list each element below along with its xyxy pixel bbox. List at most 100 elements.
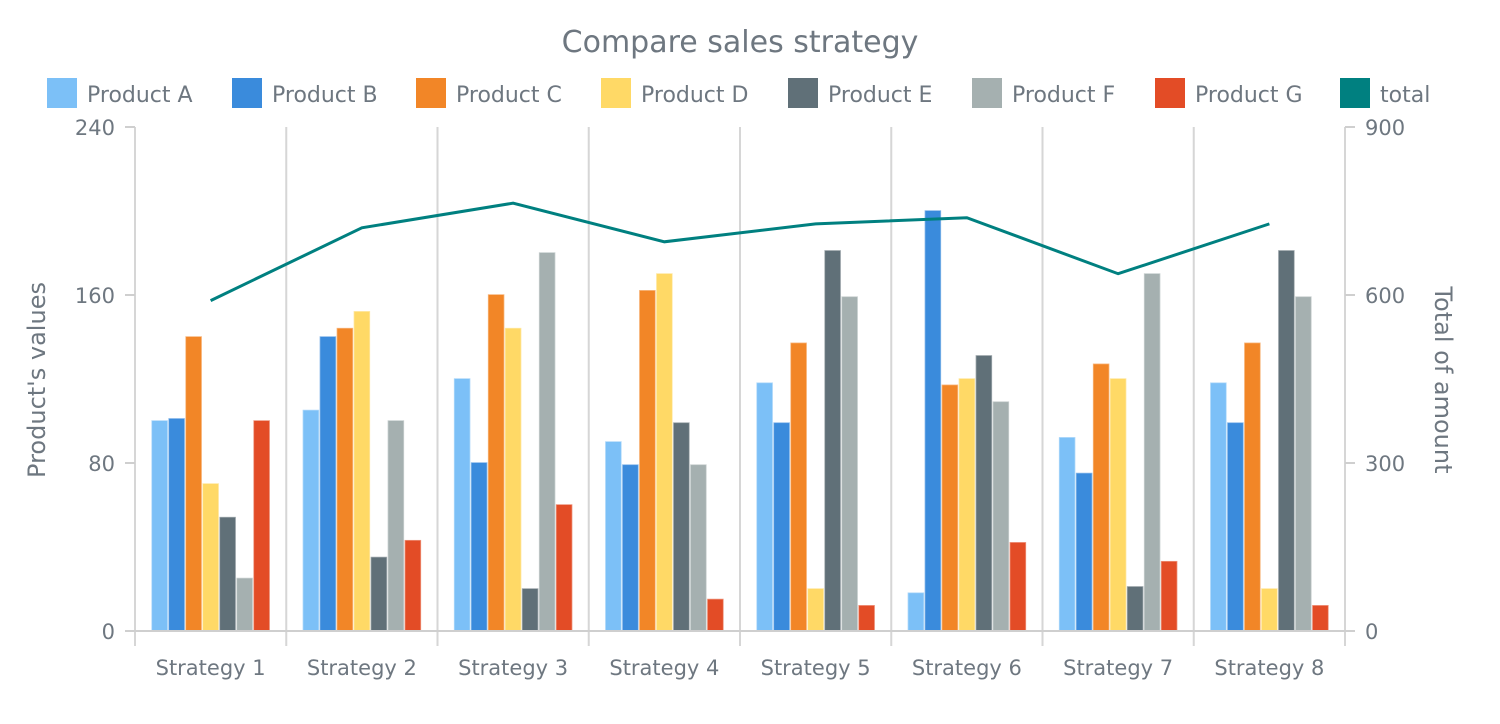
x-tick-label: Strategy 3 (458, 656, 568, 680)
legend-swatch (601, 78, 631, 108)
bar-product-e[interactable] (1128, 587, 1143, 631)
bar-product-a[interactable] (606, 442, 621, 631)
bar-product-c[interactable] (1094, 364, 1109, 631)
legend-label: Product A (87, 83, 193, 108)
bar-product-a[interactable] (1060, 438, 1075, 631)
legend-item[interactable]: Product B (232, 78, 378, 108)
legend-swatch (788, 78, 818, 108)
bar-product-c[interactable] (337, 329, 352, 631)
bar-product-f[interactable] (388, 421, 403, 631)
bar-product-b[interactable] (169, 419, 184, 631)
legend: Product A Product B Product C Product D Prod… (47, 78, 1430, 108)
bar-product-a[interactable] (1211, 383, 1226, 631)
bar-product-a[interactable] (303, 411, 318, 632)
bar-product-a[interactable] (908, 593, 923, 631)
legend-swatch (232, 78, 262, 108)
bar-product-b[interactable] (1228, 423, 1243, 631)
bar-product-e[interactable] (674, 423, 689, 631)
bar-product-g[interactable] (1162, 562, 1177, 631)
bar-product-c[interactable] (1245, 343, 1260, 631)
y2-tick-label: 0 (1365, 620, 1378, 644)
legend-swatch (1340, 78, 1370, 108)
legend-swatch (416, 78, 446, 108)
x-tick-label: Strategy 7 (1063, 656, 1173, 680)
y-tick-label: 80 (88, 452, 115, 476)
y2-tick-label: 300 (1365, 452, 1405, 476)
bar-product-d[interactable] (808, 589, 823, 631)
x-tick-label: Strategy 6 (912, 656, 1022, 680)
bar-product-a[interactable] (455, 379, 470, 631)
legend-swatch (972, 78, 1002, 108)
bar-product-g[interactable] (1010, 543, 1025, 631)
y-tick-label: 160 (75, 284, 115, 308)
bar-product-b[interactable] (1077, 474, 1092, 632)
legend-swatch (47, 78, 77, 108)
legend-item[interactable]: total (1340, 78, 1430, 108)
bar-product-f[interactable] (691, 465, 706, 631)
x-tick-label: Strategy 8 (1214, 656, 1324, 680)
legend-item[interactable]: Product F (972, 78, 1115, 108)
bar-product-c[interactable] (186, 337, 201, 631)
bar-product-f[interactable] (540, 253, 555, 631)
y-tick-label: 0 (102, 620, 115, 644)
bar-product-f[interactable] (842, 297, 857, 631)
bar-product-c[interactable] (942, 385, 957, 631)
bar-product-a[interactable] (757, 383, 772, 631)
bar-product-g[interactable] (708, 600, 723, 632)
bar-product-b[interactable] (774, 423, 789, 631)
chart-title: Compare sales strategy (562, 25, 919, 60)
bar-product-c[interactable] (791, 343, 806, 631)
bar-product-b[interactable] (925, 211, 940, 631)
bar-product-b[interactable] (320, 337, 335, 631)
legend-label: Product C (456, 83, 562, 108)
bar-product-d[interactable] (506, 329, 521, 631)
bar-product-d[interactable] (354, 312, 369, 631)
bar-product-e[interactable] (1279, 251, 1294, 631)
bar-product-f[interactable] (993, 402, 1008, 631)
legend-item[interactable]: Product E (788, 78, 932, 108)
bar-product-d[interactable] (203, 484, 218, 631)
legend-item[interactable]: Product G (1155, 78, 1303, 108)
bar-product-g[interactable] (254, 421, 269, 631)
y2-tick-label: 600 (1365, 284, 1405, 308)
legend-label: total (1380, 83, 1430, 108)
bar-product-d[interactable] (657, 274, 672, 631)
y2-tick-label: 900 (1365, 116, 1405, 140)
bar-product-e[interactable] (371, 558, 386, 632)
legend-label: Product F (1012, 83, 1115, 108)
bar-product-b[interactable] (472, 463, 487, 631)
legend-swatch (1155, 78, 1185, 108)
bar-product-e[interactable] (825, 251, 840, 631)
bar-product-g[interactable] (859, 606, 874, 631)
legend-label: Product D (641, 83, 748, 108)
bar-product-e[interactable] (976, 356, 991, 631)
legend-item[interactable]: Product C (416, 78, 562, 108)
bar-product-g[interactable] (1313, 606, 1328, 631)
legend-item[interactable]: Product D (601, 78, 748, 108)
legend-label: Product E (828, 83, 932, 108)
bar-product-f[interactable] (237, 579, 252, 632)
bar-product-f[interactable] (1296, 297, 1311, 631)
y-axis-label: Product's values (23, 282, 51, 478)
bar-product-e[interactable] (523, 589, 538, 631)
x-tick-label: Strategy 1 (156, 656, 266, 680)
bar-product-g[interactable] (557, 505, 572, 631)
bar-product-a[interactable] (152, 421, 167, 631)
bar-product-e[interactable] (220, 518, 235, 631)
bar-product-g[interactable] (405, 541, 420, 631)
bar-product-c[interactable] (489, 295, 504, 631)
bar-product-d[interactable] (959, 379, 974, 631)
legend-item[interactable]: Product A (47, 78, 193, 108)
legend-label: Product G (1195, 83, 1303, 108)
bar-product-d[interactable] (1111, 379, 1126, 631)
x-tick-label: Strategy 5 (761, 656, 871, 680)
legend-label: Product B (272, 83, 378, 108)
bar-product-f[interactable] (1145, 274, 1160, 631)
y-tick-label: 240 (75, 116, 115, 140)
y2-axis-label: Total of amount (1429, 285, 1457, 473)
bar-product-c[interactable] (640, 291, 655, 631)
bar-product-b[interactable] (623, 465, 638, 631)
bar-product-d[interactable] (1262, 589, 1277, 631)
